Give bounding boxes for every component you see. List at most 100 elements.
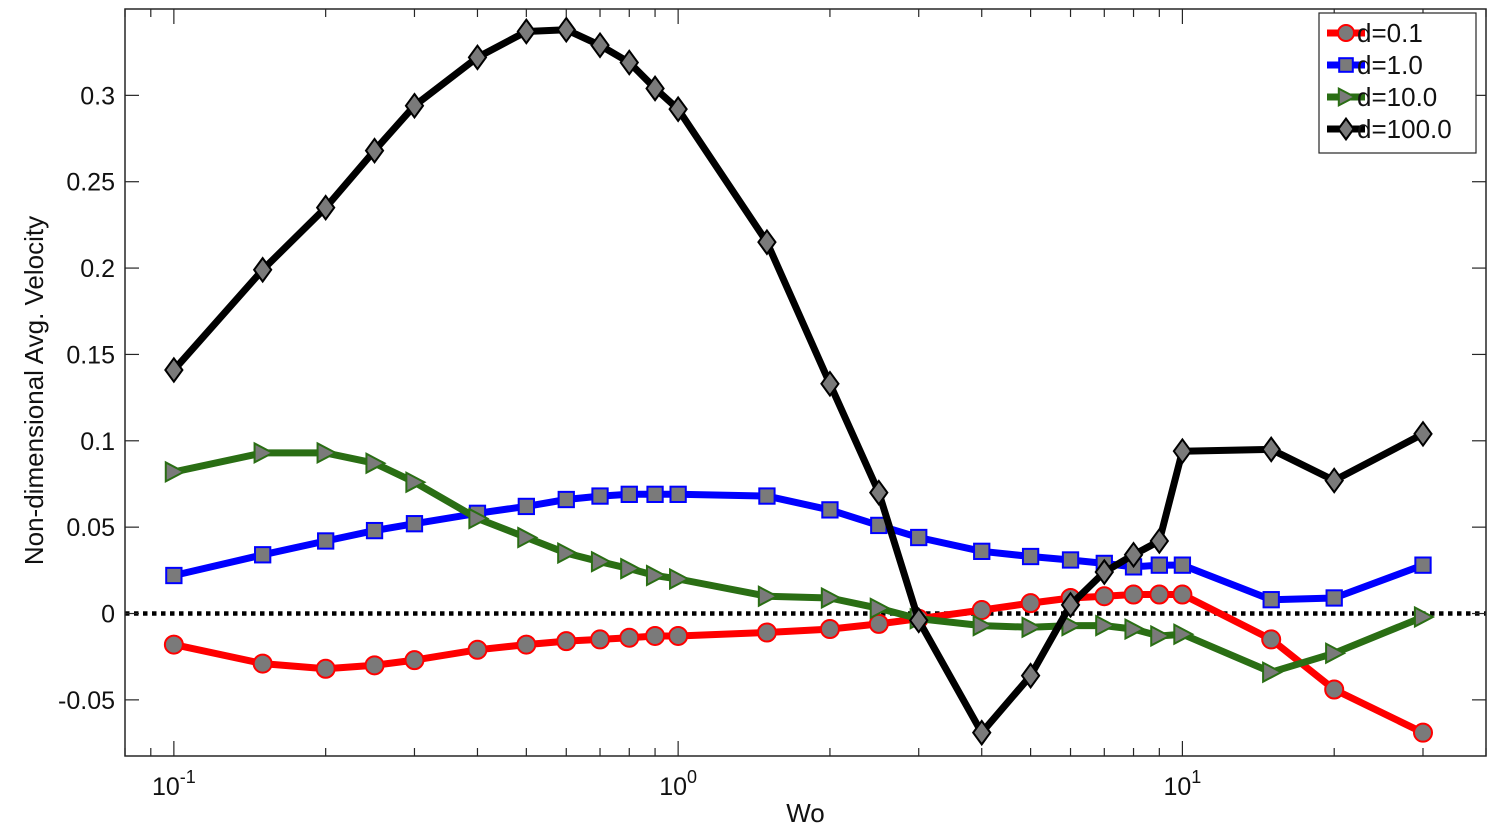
data-point: [1149, 527, 1170, 555]
data-point: [669, 567, 691, 591]
y-tick-label: 0.2: [80, 255, 115, 283]
x-tick-label: 10-1: [152, 767, 196, 801]
y-axis-title: Non-dimensional Avg. Velocity: [19, 216, 49, 565]
data-point: [1124, 617, 1146, 641]
data-point: [646, 485, 664, 503]
data-point: [1095, 614, 1117, 637]
data-point: [1150, 624, 1172, 648]
data-point: [365, 521, 384, 540]
data-point: [620, 485, 638, 503]
data-point: [1412, 722, 1433, 743]
data-point: [619, 49, 640, 76]
data-point: [1021, 547, 1040, 566]
data-point: [404, 650, 425, 671]
data-point: [590, 550, 613, 573]
data-point: [516, 18, 537, 45]
data-point: [821, 501, 839, 519]
data-point: [468, 507, 490, 530]
data-point: [364, 655, 385, 676]
y-tick-label: 0.25: [66, 169, 115, 197]
legend-label: d=100.0: [1357, 114, 1452, 144]
data-point: [254, 546, 272, 564]
data-point: [1021, 616, 1043, 639]
data-point: [517, 526, 539, 549]
data-point: [557, 541, 579, 565]
data-point: [620, 557, 642, 580]
data-point: [1123, 541, 1144, 569]
data-point: [1094, 558, 1115, 586]
data-point: [756, 622, 777, 643]
legend-item: d=100.0: [1327, 114, 1452, 144]
data-point: [1150, 556, 1168, 574]
series-d=10.0: [164, 441, 1436, 684]
data-point: [1061, 551, 1080, 569]
data-point: [557, 490, 575, 509]
data-point: [163, 634, 184, 655]
series-d=100.0: [164, 16, 1433, 747]
data-point: [757, 228, 777, 256]
data-point: [645, 625, 666, 646]
data-point: [590, 629, 611, 650]
data-point: [908, 607, 929, 634]
data-point: [1172, 584, 1193, 605]
data-point: [590, 31, 610, 59]
data-point: [668, 95, 688, 123]
x-tick-label: 101: [1163, 767, 1201, 801]
legend-item: d=0.1: [1327, 18, 1423, 48]
data-point: [1414, 556, 1432, 574]
data-point: [1261, 629, 1282, 650]
legend-item: d=1.0: [1327, 50, 1423, 80]
data-point: [253, 441, 275, 464]
data-point: [1413, 605, 1436, 629]
data-point: [819, 619, 840, 640]
data-point: [1020, 593, 1041, 614]
data-point: [972, 614, 994, 637]
data-point: [1094, 586, 1115, 607]
data-point: [820, 586, 842, 610]
data-point: [1325, 589, 1343, 607]
legend-label: d=10.0: [1357, 82, 1437, 112]
data-point: [1262, 661, 1284, 684]
legend-swatch-marker: [1337, 24, 1355, 42]
data-point: [365, 452, 387, 475]
y-tick-label: 0.05: [66, 514, 115, 542]
data-point: [669, 485, 687, 503]
data-point: [1173, 556, 1192, 574]
data-point: [868, 613, 889, 634]
data-point: [645, 75, 665, 102]
data-point: [971, 719, 992, 747]
data-point: [252, 256, 273, 284]
legend: d=0.1d=1.0d=10.0d=100.0: [1318, 12, 1477, 154]
data-point: [467, 639, 488, 660]
data-point: [1262, 591, 1280, 609]
series-layer: [163, 16, 1436, 747]
data-point: [1325, 642, 1347, 665]
data-point: [315, 658, 336, 679]
axes: 10-1 100 101 -0.05 0 0.05 0.1 0.15 0.2 0.25 0.3: [58, 8, 1487, 801]
data-point: [1324, 467, 1344, 494]
data-point: [252, 653, 273, 674]
data-point: [1149, 584, 1170, 605]
data-point: [405, 515, 424, 533]
data-point: [758, 487, 776, 505]
legend-label: d=1.0: [1357, 50, 1423, 80]
data-point: [316, 441, 338, 464]
y-tick-label: -0.05: [58, 687, 115, 715]
data-point: [645, 564, 668, 587]
data-point: [364, 137, 385, 165]
data-point: [1261, 436, 1281, 463]
data-point: [820, 370, 840, 398]
y-tick-label: 0.1: [80, 428, 115, 456]
data-point: [1413, 420, 1433, 448]
data-point: [910, 528, 928, 547]
x-tick-label: 100: [659, 767, 697, 801]
data-point: [467, 43, 488, 71]
data-point: [164, 460, 186, 483]
data-point: [1020, 662, 1041, 690]
data-point: [1060, 591, 1081, 619]
data-point: [517, 497, 535, 516]
data-point: [1172, 437, 1193, 465]
legend-swatch-marker: [1337, 86, 1357, 108]
data-point: [556, 16, 577, 44]
